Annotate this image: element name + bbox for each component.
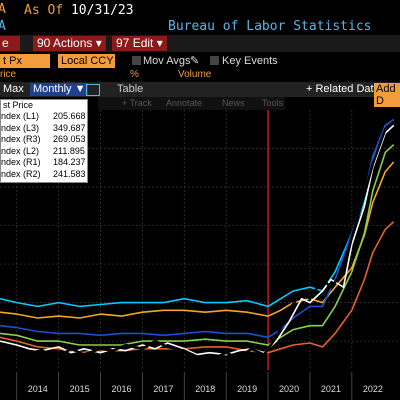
legend-series-name: ndex (R2) xyxy=(1,168,41,179)
series-line xyxy=(0,161,395,319)
edit-label: Edit ▾ xyxy=(132,36,163,50)
as-of-label: As Of 10/31/23 xyxy=(24,3,134,18)
legend-series-value: 269.053 xyxy=(53,134,86,144)
x-tick-label: 2020 xyxy=(279,384,299,394)
edit-num: 97 xyxy=(116,36,130,50)
actions-button[interactable]: 90 Actions ▾ xyxy=(33,36,106,51)
tools-button[interactable]: Tools xyxy=(262,98,284,108)
x-tick-label: 2015 xyxy=(70,384,90,394)
price-field[interactable]: t Px xyxy=(0,54,50,68)
series-line xyxy=(0,144,395,346)
legend-series-value: 349.687 xyxy=(53,122,86,133)
line-chart-icon[interactable] xyxy=(86,84,100,96)
legend-entry: ndex (R3) 269.053 xyxy=(1,134,87,146)
action-toolbar: e 90 Actions ▾ 97 Edit ▾ xyxy=(0,35,400,52)
legend-entry: ndex (L3) 349.687 xyxy=(1,123,87,135)
annotate-button[interactable]: Annotate xyxy=(166,98,203,108)
news-button[interactable]: News xyxy=(222,98,245,108)
legend-series-value: 241.583 xyxy=(53,168,86,179)
legend-series-value: 211.895 xyxy=(53,145,85,156)
header-bar: A As Of 10/31/23 A Bureau of Labor Stati… xyxy=(0,0,400,34)
track-button[interactable]: + Track xyxy=(122,98,152,108)
percent-label: % xyxy=(130,69,139,80)
x-tick-label: 2019 xyxy=(237,384,257,394)
x-tick-label: 2018 xyxy=(195,384,215,394)
annotation-toolbar: + Track Annotate News Tools xyxy=(98,97,285,110)
pencil-icon[interactable]: ✎ xyxy=(190,55,200,67)
series-line xyxy=(0,120,395,362)
actions-label: Actions ▾ xyxy=(53,36,102,50)
legend-series-value: 184.237 xyxy=(53,157,86,167)
legend-entry: ndex (L2) 211.895 xyxy=(1,146,87,158)
legend: st Price ndex (L1) 205.668 ndex (L3) 349.68… xyxy=(0,99,88,183)
x-tick-label: 2022 xyxy=(363,384,383,394)
series-line xyxy=(0,124,395,356)
x-tick-label: 2017 xyxy=(153,384,173,394)
legend-entry: ndex (R2) 241.583 xyxy=(1,169,87,181)
ticker-fragment: A xyxy=(0,2,6,17)
legend-series-name: ndex (R1) xyxy=(1,157,41,167)
legend-series-name: ndex (R3) xyxy=(1,134,41,144)
edit-button[interactable]: 97 Edit ▾ xyxy=(112,36,167,51)
mov-avgs-checkbox[interactable] xyxy=(132,56,141,65)
related-data-button[interactable]: + Related Dat xyxy=(306,83,374,95)
mov-avgs-label: Mov Avgs xyxy=(143,55,191,67)
options-toolbar: t Px Local CCY Mov Avgs ✎ Key Events xyxy=(0,53,400,69)
legend-series-name: ndex (L1) xyxy=(1,111,40,121)
x-axis-band xyxy=(0,372,400,400)
volume-label: Volume xyxy=(178,69,212,80)
key-events-label: Key Events xyxy=(222,55,278,67)
legend-heading: st Price xyxy=(3,100,34,110)
price-fragment: rice xyxy=(0,69,17,80)
currency-field[interactable]: Local CCY xyxy=(58,54,115,68)
max-button[interactable]: Max xyxy=(3,83,24,95)
period-toolbar: Max Monthly ▼ Table + Related Dat Add D xyxy=(0,82,400,107)
legend-series-name: ndex (L3) xyxy=(1,122,40,133)
legend-entry: ndex (R1) 184.237 xyxy=(1,157,87,169)
as-of-text: As Of xyxy=(24,3,64,18)
actions-num: 90 xyxy=(37,36,51,50)
x-tick-label: 2016 xyxy=(112,384,132,394)
x-tick-label: 2014 xyxy=(28,384,48,394)
source-label: Bureau of Labor Statistics xyxy=(168,19,372,34)
series-labels-row: rice % Volume xyxy=(0,69,400,82)
table-button[interactable]: Table xyxy=(117,83,144,95)
legend-series-value: 205.668 xyxy=(53,111,86,121)
legend-entry: ndex (L1) 205.668 xyxy=(1,111,87,123)
x-tick-label: 2021 xyxy=(321,384,341,394)
legend-series-name: ndex (L2) xyxy=(1,145,40,156)
add-data-button[interactable]: Add D xyxy=(374,83,400,107)
key-events-checkbox[interactable] xyxy=(210,56,219,65)
period-dropdown[interactable]: Monthly ▼ xyxy=(30,83,89,96)
as-of-date: 10/31/23 xyxy=(70,3,134,18)
title-fragment: A xyxy=(0,19,6,34)
fragment-button[interactable]: e xyxy=(0,36,20,51)
